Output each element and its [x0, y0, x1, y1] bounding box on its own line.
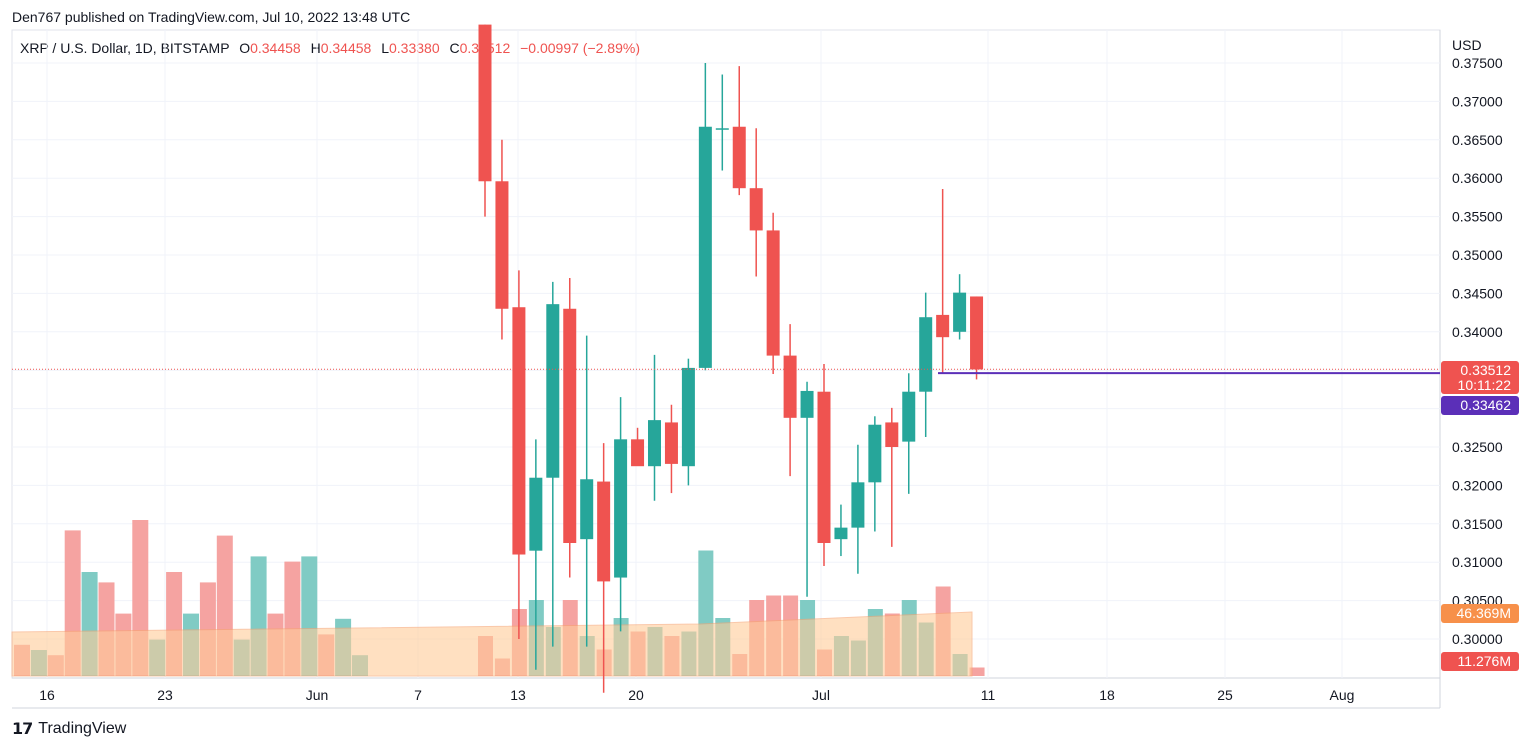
- overlays: [12, 368, 1440, 375]
- candle-body: [681, 367, 695, 467]
- candle-body: [800, 390, 814, 418]
- time-label: 23: [157, 687, 173, 703]
- candle-body: [648, 420, 661, 467]
- candle-body: [817, 391, 831, 543]
- candle-body: [563, 308, 577, 543]
- close-label: C: [449, 40, 460, 56]
- time-label: 11: [981, 687, 996, 703]
- high-label: H: [310, 40, 321, 56]
- attribution: Den767 published on TradingView.com, Jul…: [12, 9, 411, 25]
- candle-body: [749, 188, 763, 231]
- price-tick-label: 0.37000: [1452, 93, 1503, 109]
- last-price-badge: [1441, 361, 1519, 394]
- line-price-badge-text: 0.33462: [1460, 397, 1511, 413]
- candle-body: [868, 424, 882, 483]
- time-label: 18: [1099, 687, 1115, 703]
- candle-body: [664, 422, 678, 464]
- candle-body: [614, 439, 628, 578]
- candle-body: [512, 307, 526, 555]
- ohlc-legend: XRP / U.S. Dollar, 1D, BITSTAMP O0.34458…: [20, 40, 640, 56]
- time-label: 20: [628, 687, 644, 703]
- price-tick-label: 0.32500: [1452, 439, 1503, 455]
- time-axis[interactable]: 16 23 Jun 7 13 20 Jul 11 18 25 Aug: [39, 687, 1354, 703]
- candle-body: [953, 292, 967, 332]
- line-price-badge: [1441, 396, 1519, 415]
- low-value: 0.33380: [389, 40, 440, 56]
- candle-body: [732, 126, 746, 189]
- candle-body: [919, 317, 933, 392]
- price-tick-label: 0.30000: [1452, 631, 1503, 647]
- candle-body: [529, 477, 543, 551]
- candle-body: [834, 527, 848, 540]
- volume-badge-text: 11.276M: [1458, 653, 1511, 669]
- symbol-title[interactable]: XRP / U.S. Dollar, 1D, BITSTAMP: [20, 40, 230, 56]
- candle-body: [766, 230, 780, 356]
- currency-label: USD: [1452, 37, 1482, 53]
- low-label: L: [381, 40, 389, 56]
- last-price-badge-text: 10:11:22: [1458, 377, 1512, 393]
- price-axis[interactable]: USD 0.37500 0.37000 0.36500 0.36000 0.35500 0.…: [1452, 37, 1503, 647]
- price-tick-label: 0.34500: [1452, 285, 1503, 301]
- price-tick-label: 0.35000: [1452, 247, 1503, 263]
- candle-body: [546, 304, 560, 478]
- volume-bars: [11, 520, 985, 677]
- time-label: 25: [1217, 687, 1233, 703]
- candle-body: [580, 479, 594, 540]
- price-tick-label: 0.31500: [1452, 516, 1503, 532]
- time-label: Jun: [306, 687, 329, 703]
- volume-bar: [969, 667, 985, 676]
- candlesticks: [478, 24, 984, 693]
- volume-badge: [1441, 652, 1519, 671]
- price-tick-label: 0.34000: [1452, 324, 1503, 340]
- candle-body: [478, 24, 492, 182]
- price-tick-label: 0.36500: [1452, 132, 1503, 148]
- open-label: O: [239, 40, 251, 56]
- candle-body: [936, 314, 950, 338]
- tradingview-wordmark: TradingView: [38, 720, 127, 737]
- candle-body: [495, 181, 509, 309]
- time-label: 16: [39, 687, 55, 703]
- time-label: 7: [414, 687, 422, 703]
- price-tick-label: 0.35500: [1452, 209, 1503, 225]
- price-tick-label: 0.36000: [1452, 170, 1503, 186]
- candle-body: [902, 391, 916, 442]
- candle-body: [970, 296, 984, 370]
- candle-body: [597, 481, 611, 582]
- candle-body: [631, 439, 645, 467]
- time-label: Jul: [812, 687, 830, 703]
- volume-ma-area: [11, 611, 973, 677]
- candle-body: [783, 355, 797, 418]
- time-label: 13: [510, 687, 526, 703]
- volume-ma-badge: [1441, 604, 1519, 623]
- volume-ma-badge-text: 46.369M: [1457, 605, 1511, 621]
- tradingview-logo-icon: 𝟭𝟳: [12, 721, 33, 738]
- high-value: 0.34458: [320, 40, 372, 56]
- last-price-badge-text: 0.33512: [1460, 362, 1511, 378]
- tradingview-footer[interactable]: 𝟭𝟳 TradingView: [12, 719, 126, 739]
- open-value: 0.34458: [250, 40, 301, 56]
- candle-body: [851, 482, 865, 528]
- candle-body: [715, 128, 729, 130]
- price-tick-label: 0.37500: [1452, 55, 1503, 71]
- change-value: −0.00997 (−2.89%): [520, 40, 640, 56]
- price-tick-label: 0.31000: [1452, 554, 1503, 570]
- candle-body: [885, 422, 899, 447]
- time-label: Aug: [1330, 687, 1355, 703]
- price-tick-label: 0.32000: [1452, 477, 1503, 493]
- candle-body: [698, 126, 712, 368]
